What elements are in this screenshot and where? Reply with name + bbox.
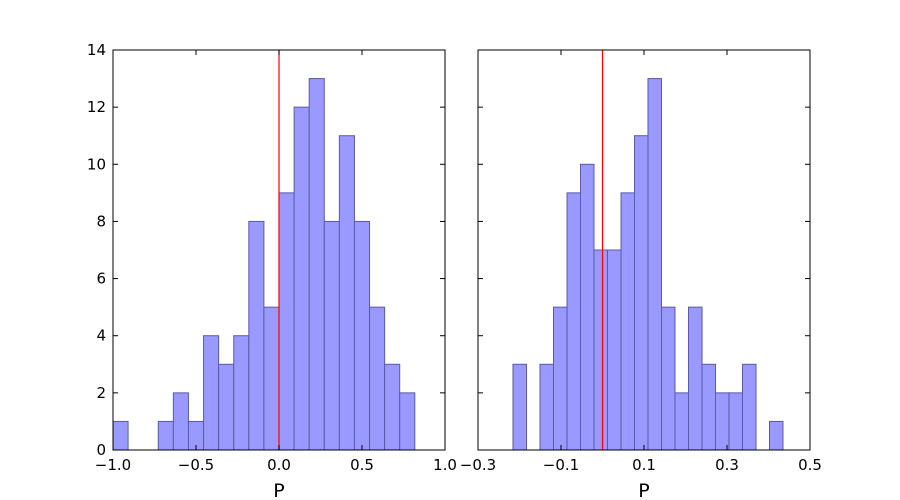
- left-x-tick-label: 0.5: [350, 456, 374, 474]
- right-histogram-bar: [687, 306, 703, 451]
- left-histogram-bar: [233, 335, 250, 451]
- right-histogram-bar: [539, 363, 554, 451]
- left-histogram-bar: [112, 420, 129, 451]
- right-x-tick-label: 0.1: [632, 456, 656, 474]
- left-x-tick-label: 1.0: [433, 456, 457, 474]
- right-x-tick-label: 0.5: [798, 456, 822, 474]
- right-histogram-bar: [620, 192, 636, 451]
- left-histogram-bar: [248, 220, 265, 451]
- left-histogram-bar: [353, 220, 371, 451]
- right-histogram-bar: [606, 249, 622, 451]
- left-histogram-bar: [399, 392, 416, 451]
- right-histogram-panel: −0.3 −0.1 0.1 0.3 0.5 P: [460, 49, 822, 500]
- left-y-tick-label: 12: [87, 98, 106, 116]
- left-histogram-bar: [308, 78, 325, 451]
- right-x-tick-label: −0.1: [543, 456, 579, 474]
- right-histogram-bar: [728, 392, 743, 451]
- left-histogram-bar: [338, 135, 355, 451]
- left-y-tick-label: 0: [96, 441, 106, 459]
- right-histogram-bar: [741, 363, 757, 451]
- left-histogram-bar: [218, 363, 235, 451]
- right-histogram-bar: [715, 392, 730, 451]
- right-histogram-bar: [661, 306, 676, 451]
- left-histogram-bar: [293, 106, 310, 451]
- left-histogram-panel: −1.0 −0.5 0.0 0.5 1.0 0 2 4 6 8 10 12 14 P: [87, 41, 457, 500]
- right-histogram-bar: [647, 78, 663, 451]
- right-histogram-bar: [512, 363, 528, 451]
- right-histogram-bar: [580, 163, 595, 451]
- left-x-tick-label: −0.5: [178, 456, 214, 474]
- left-histogram-bar: [172, 392, 189, 451]
- left-histogram-bar: [384, 363, 401, 451]
- left-x-tick-label: −1.0: [95, 456, 131, 474]
- left-y-tick-label: 8: [96, 212, 106, 230]
- left-y-tick-label: 4: [96, 327, 106, 345]
- left-y-tick-label: 2: [96, 384, 106, 402]
- left-y-tick-label: 14: [87, 41, 106, 59]
- right-histogram-bar: [769, 420, 784, 451]
- left-x-tick-label: 0.0: [267, 456, 291, 474]
- right-x-axis-label: P: [638, 480, 649, 500]
- left-y-tick-label: 10: [87, 155, 106, 173]
- right-x-tick-label: 0.3: [715, 456, 739, 474]
- right-histogram-bar: [552, 306, 568, 451]
- right-x-tick-label: −0.3: [460, 456, 496, 474]
- right-histogram-bar: [593, 249, 608, 451]
- left-histogram-bar: [157, 420, 174, 451]
- right-histogram-bar: [566, 192, 582, 451]
- left-histogram-bar: [203, 335, 220, 451]
- left-histogram-bar: [263, 306, 280, 451]
- right-histogram-bar: [701, 363, 717, 451]
- left-histogram-bar: [278, 192, 295, 451]
- left-histogram-bar: [323, 220, 340, 451]
- right-histogram-bar: [674, 392, 689, 451]
- left-y-tick-label: 6: [96, 270, 106, 288]
- left-x-axis-label: P: [273, 480, 284, 500]
- right-histogram-bar: [634, 135, 649, 451]
- left-histogram-bar: [369, 306, 386, 451]
